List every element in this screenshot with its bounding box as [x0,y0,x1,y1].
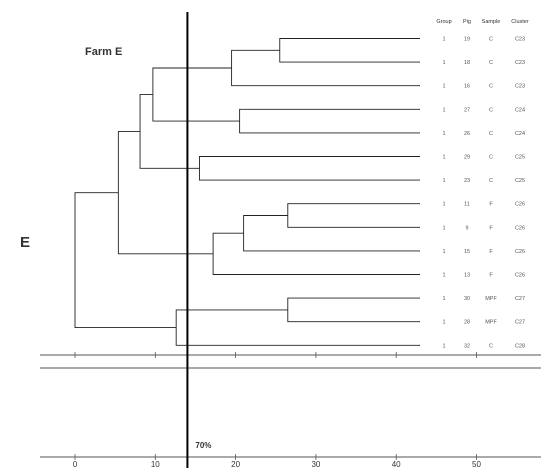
table-cell-group: 1 [442,155,445,161]
table-cell-group: 1 [442,60,445,66]
dendrogram-branch [199,156,420,181]
dendrogram-branch [243,215,420,252]
table-cell-cluster: C28 [515,343,525,349]
table-cell-sample: F [489,202,493,208]
table-cell-group: 1 [442,320,445,326]
table-header: Group Pig Sample Cluster [436,19,529,25]
table-cell-group: 1 [442,202,445,208]
dendrogram-branch [74,192,177,329]
table-cell-group: 1 [442,84,445,90]
table-cell-sample: MPF [485,320,497,326]
table-cell-group: 1 [442,343,445,349]
dendrogram-branch [239,108,420,134]
column-header: Cluster [511,19,529,25]
table-cell-cluster: C24 [515,107,525,113]
table-cell-cluster: C27 [515,320,525,326]
table-cell-pig: 32 [464,343,470,349]
axis-tick-label: 0 [73,460,78,469]
table-cell-group: 1 [442,273,445,279]
table-cell-pig: 11 [464,202,470,208]
table-cell-cluster: C26 [515,273,525,279]
dendrogram-branch [287,203,420,228]
table-cell-cluster: C26 [515,249,525,255]
table-cell-pig: 23 [464,178,470,184]
table-cell-sample: F [489,249,493,255]
table-cell-pig: 13 [464,273,470,279]
table-cell-cluster: C25 [515,178,525,184]
table-cell-sample: MPF [485,296,497,302]
table-cell-cluster: C24 [515,131,525,137]
column-header: Sample [482,19,501,25]
axis-tick-label: 30 [311,460,320,469]
table-cell-sample: C [489,178,493,184]
table-cell-sample: C [489,155,493,161]
axis-ticks: 0 10 20 30 40 50 [73,352,481,469]
table-cell-cluster: C23 [515,37,525,43]
table-cell-pig: 28 [464,320,470,326]
table-cell-sample: C [489,60,493,66]
table-cell-pig: 29 [464,155,470,161]
farm-label: Farm E [85,46,122,58]
table-cell-group: 1 [442,131,445,137]
axis-tick-label: 10 [151,460,160,469]
dendrogram-leaves [419,38,420,346]
dendrogram-branch [139,94,200,169]
table-cell-pig: 27 [464,107,470,113]
panel-letter: E [20,234,30,251]
table-cell-cluster: C23 [515,60,525,66]
table-cell-cluster: C25 [515,155,525,161]
table-cell-pig: 18 [464,60,470,66]
table-cell-sample: C [489,131,493,137]
table-cell-pig: 26 [464,131,470,137]
table-cell-group: 1 [442,249,445,255]
table-cell-pig: 30 [464,296,470,302]
table-cell-pig: 9 [465,225,468,231]
table-cell-pig: 16 [464,84,470,90]
table-cell-group: 1 [442,225,445,231]
dendrogram-branch [231,49,420,87]
axis-tick-label: 50 [472,460,481,469]
table-cell-pig: 15 [464,249,470,255]
table-cell-sample: C [489,343,493,349]
axis-tick-label: 20 [231,460,240,469]
table-cell-sample: C [489,107,493,113]
table-cell-group: 1 [442,37,445,43]
dendrogram-branch [287,297,420,323]
threshold-label: 70% [195,441,211,450]
table-cell-group: 1 [442,178,445,184]
table-cell-group: 1 [442,107,445,113]
table-cell-sample: F [489,273,493,279]
column-header: Pig [463,19,471,25]
dendrogram-branch [175,309,420,346]
table-cell-group: 1 [442,296,445,302]
dendrogram-tree [74,38,420,346]
dendrogram-branch [152,67,240,122]
table-cell-sample: C [489,84,493,90]
dendrogram-branch [279,38,420,63]
column-header: Group [436,19,451,25]
table-cell-sample: C [489,37,493,43]
table-cell-cluster: C27 [515,296,525,302]
dendrogram-branch [212,232,420,275]
axis-tick-label: 40 [392,460,401,469]
table-cell-pig: 19 [464,37,470,43]
table-cell-cluster: C23 [515,84,525,90]
dendrogram-branch [117,130,214,255]
table-cell-cluster: C26 [515,202,525,208]
table-cell-sample: F [489,225,493,231]
table-cell-cluster: C26 [515,225,525,231]
